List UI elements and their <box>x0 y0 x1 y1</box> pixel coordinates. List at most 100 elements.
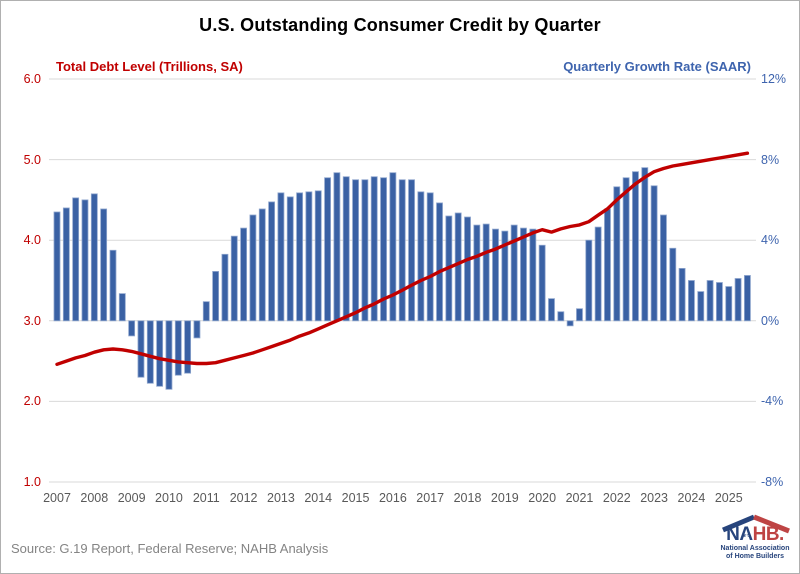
growth-rate-bar <box>697 291 705 322</box>
growth-rate-bar <box>482 223 490 322</box>
growth-rate-bar <box>417 191 425 322</box>
left-axis-tick: 5.0 <box>23 152 41 167</box>
x-axis-year-label: 2024 <box>677 491 706 505</box>
growth-rate-bar <box>678 268 686 322</box>
growth-rate-bar <box>240 227 248 322</box>
growth-rate-bar <box>258 208 266 322</box>
debt-level-line <box>55 151 750 366</box>
x-axis-year-label: 2022 <box>602 491 631 505</box>
growth-rate-bar <box>81 199 89 322</box>
growth-rate-bar <box>193 320 201 339</box>
growth-rate-bar <box>249 214 257 322</box>
growth-rate-bar <box>529 228 537 322</box>
nahb-roof-icon <box>722 514 790 534</box>
growth-rate-bar <box>660 214 667 322</box>
growth-rate-bar <box>184 320 192 374</box>
growth-rate-bar <box>53 211 61 322</box>
left-axis-tick: 4.0 <box>23 233 41 248</box>
growth-rate-bar <box>268 201 275 322</box>
growth-rate-bar <box>716 282 723 322</box>
nahb-logo-na: NA <box>726 524 753 545</box>
growth-rate-bar <box>174 320 182 376</box>
growth-rate-bar <box>650 185 658 322</box>
right-axis-tick: -8% <box>761 475 784 489</box>
left-axis-tick: 1.0 <box>23 475 41 489</box>
x-axis-year-label: 2023 <box>640 491 669 505</box>
nahb-logo-subtext: National Association of Home Builders <box>715 545 795 561</box>
growth-rate-bar <box>464 216 471 322</box>
growth-rate-bar <box>576 308 583 322</box>
source-text: Source: G.19 Report, Federal Reserve; NA… <box>11 541 329 556</box>
growth-rate-bar <box>277 192 285 322</box>
nahb-star-icon: ★ <box>744 534 750 540</box>
growth-rate-bar <box>622 177 630 322</box>
growth-rate-bar <box>604 208 611 322</box>
growth-rate-bar <box>286 196 294 322</box>
x-axis-year-label: 2019 <box>490 491 519 505</box>
left-axis-tick: 3.0 <box>23 313 41 328</box>
x-axis-year-label: 2014 <box>304 491 333 505</box>
growth-rate-bar <box>165 320 173 390</box>
growth-rate-bar <box>72 197 80 322</box>
growth-rate-bar <box>436 202 443 322</box>
growth-rate-bar <box>734 278 742 322</box>
growth-rate-bar <box>202 301 210 322</box>
growth-rate-bar <box>342 176 350 322</box>
right-axis-tick: 4% <box>761 233 780 248</box>
growth-rate-bar <box>566 320 574 327</box>
growth-rate-bar <box>62 207 70 322</box>
growth-rate-bar <box>557 311 565 322</box>
growth-rate-bar <box>380 177 387 322</box>
chart-title: U.S. Outstanding Consumer Credit by Quar… <box>199 15 601 35</box>
growth-rate-bar <box>520 227 527 322</box>
right-axis-title: Quarterly Growth Rate (SAAR) <box>563 59 751 74</box>
growth-rate-bar <box>585 239 593 322</box>
growth-rate-bar <box>594 226 602 322</box>
growth-rate-bar <box>408 179 415 322</box>
growth-rate-bar <box>725 286 733 322</box>
growth-rate-bar <box>333 172 341 322</box>
growth-rate-bar <box>426 192 434 322</box>
right-axis-tick: -4% <box>761 394 784 409</box>
growth-rate-bar <box>109 249 117 322</box>
nahb-logo: NAHB. ★ National Association of Home Bui… <box>715 509 795 567</box>
x-axis-year-label: 2025 <box>714 491 743 505</box>
growth-rate-bar <box>128 320 136 337</box>
growth-rate-bar <box>296 192 303 322</box>
growth-rate-bar <box>361 179 369 322</box>
growth-rate-bar <box>501 230 509 322</box>
x-axis-year-label: 2009 <box>117 491 146 505</box>
nahb-logo-hb: HB. <box>752 524 785 545</box>
growth-rate-bar <box>454 212 462 322</box>
growth-rate-bar <box>221 253 229 322</box>
growth-rate-bar <box>510 224 518 322</box>
x-axis-year-label: 2020 <box>528 491 557 505</box>
growth-rate-bar <box>548 298 555 322</box>
x-axis-year-label: 2010 <box>155 491 183 505</box>
x-axis-year-label: 2012 <box>229 491 258 505</box>
x-axis-year-label: 2017 <box>416 491 445 505</box>
growth-rate-bar <box>398 179 406 322</box>
growth-rate-bar <box>137 320 145 378</box>
x-axis-year-label: 2013 <box>267 491 295 505</box>
growth-rate-bar <box>230 235 238 322</box>
growth-rate-bar <box>324 177 331 322</box>
growth-rate-bar <box>352 179 359 322</box>
growth-rate-bar <box>669 247 677 322</box>
x-axis-year-label: 2008 <box>80 491 109 505</box>
growth-rate-bar <box>473 224 481 322</box>
x-axis-year-label: 2007 <box>43 491 71 505</box>
growth-rate-bar <box>641 167 649 322</box>
x-axis-year-label: 2015 <box>341 491 370 505</box>
growth-rate-bar <box>146 320 154 384</box>
x-axis-year-label: 2021 <box>565 491 594 505</box>
growth-rate-bar <box>389 172 397 322</box>
nahb-logo-subtext-line1: National Association <box>720 545 790 552</box>
growth-rate-bar <box>370 176 378 322</box>
growth-rate-bar <box>100 208 108 322</box>
left-axis-title: Total Debt Level (Trillions, SA) <box>56 59 243 74</box>
growth-rate-bar <box>492 228 499 322</box>
left-axis-tick: 6.0 <box>23 72 41 86</box>
